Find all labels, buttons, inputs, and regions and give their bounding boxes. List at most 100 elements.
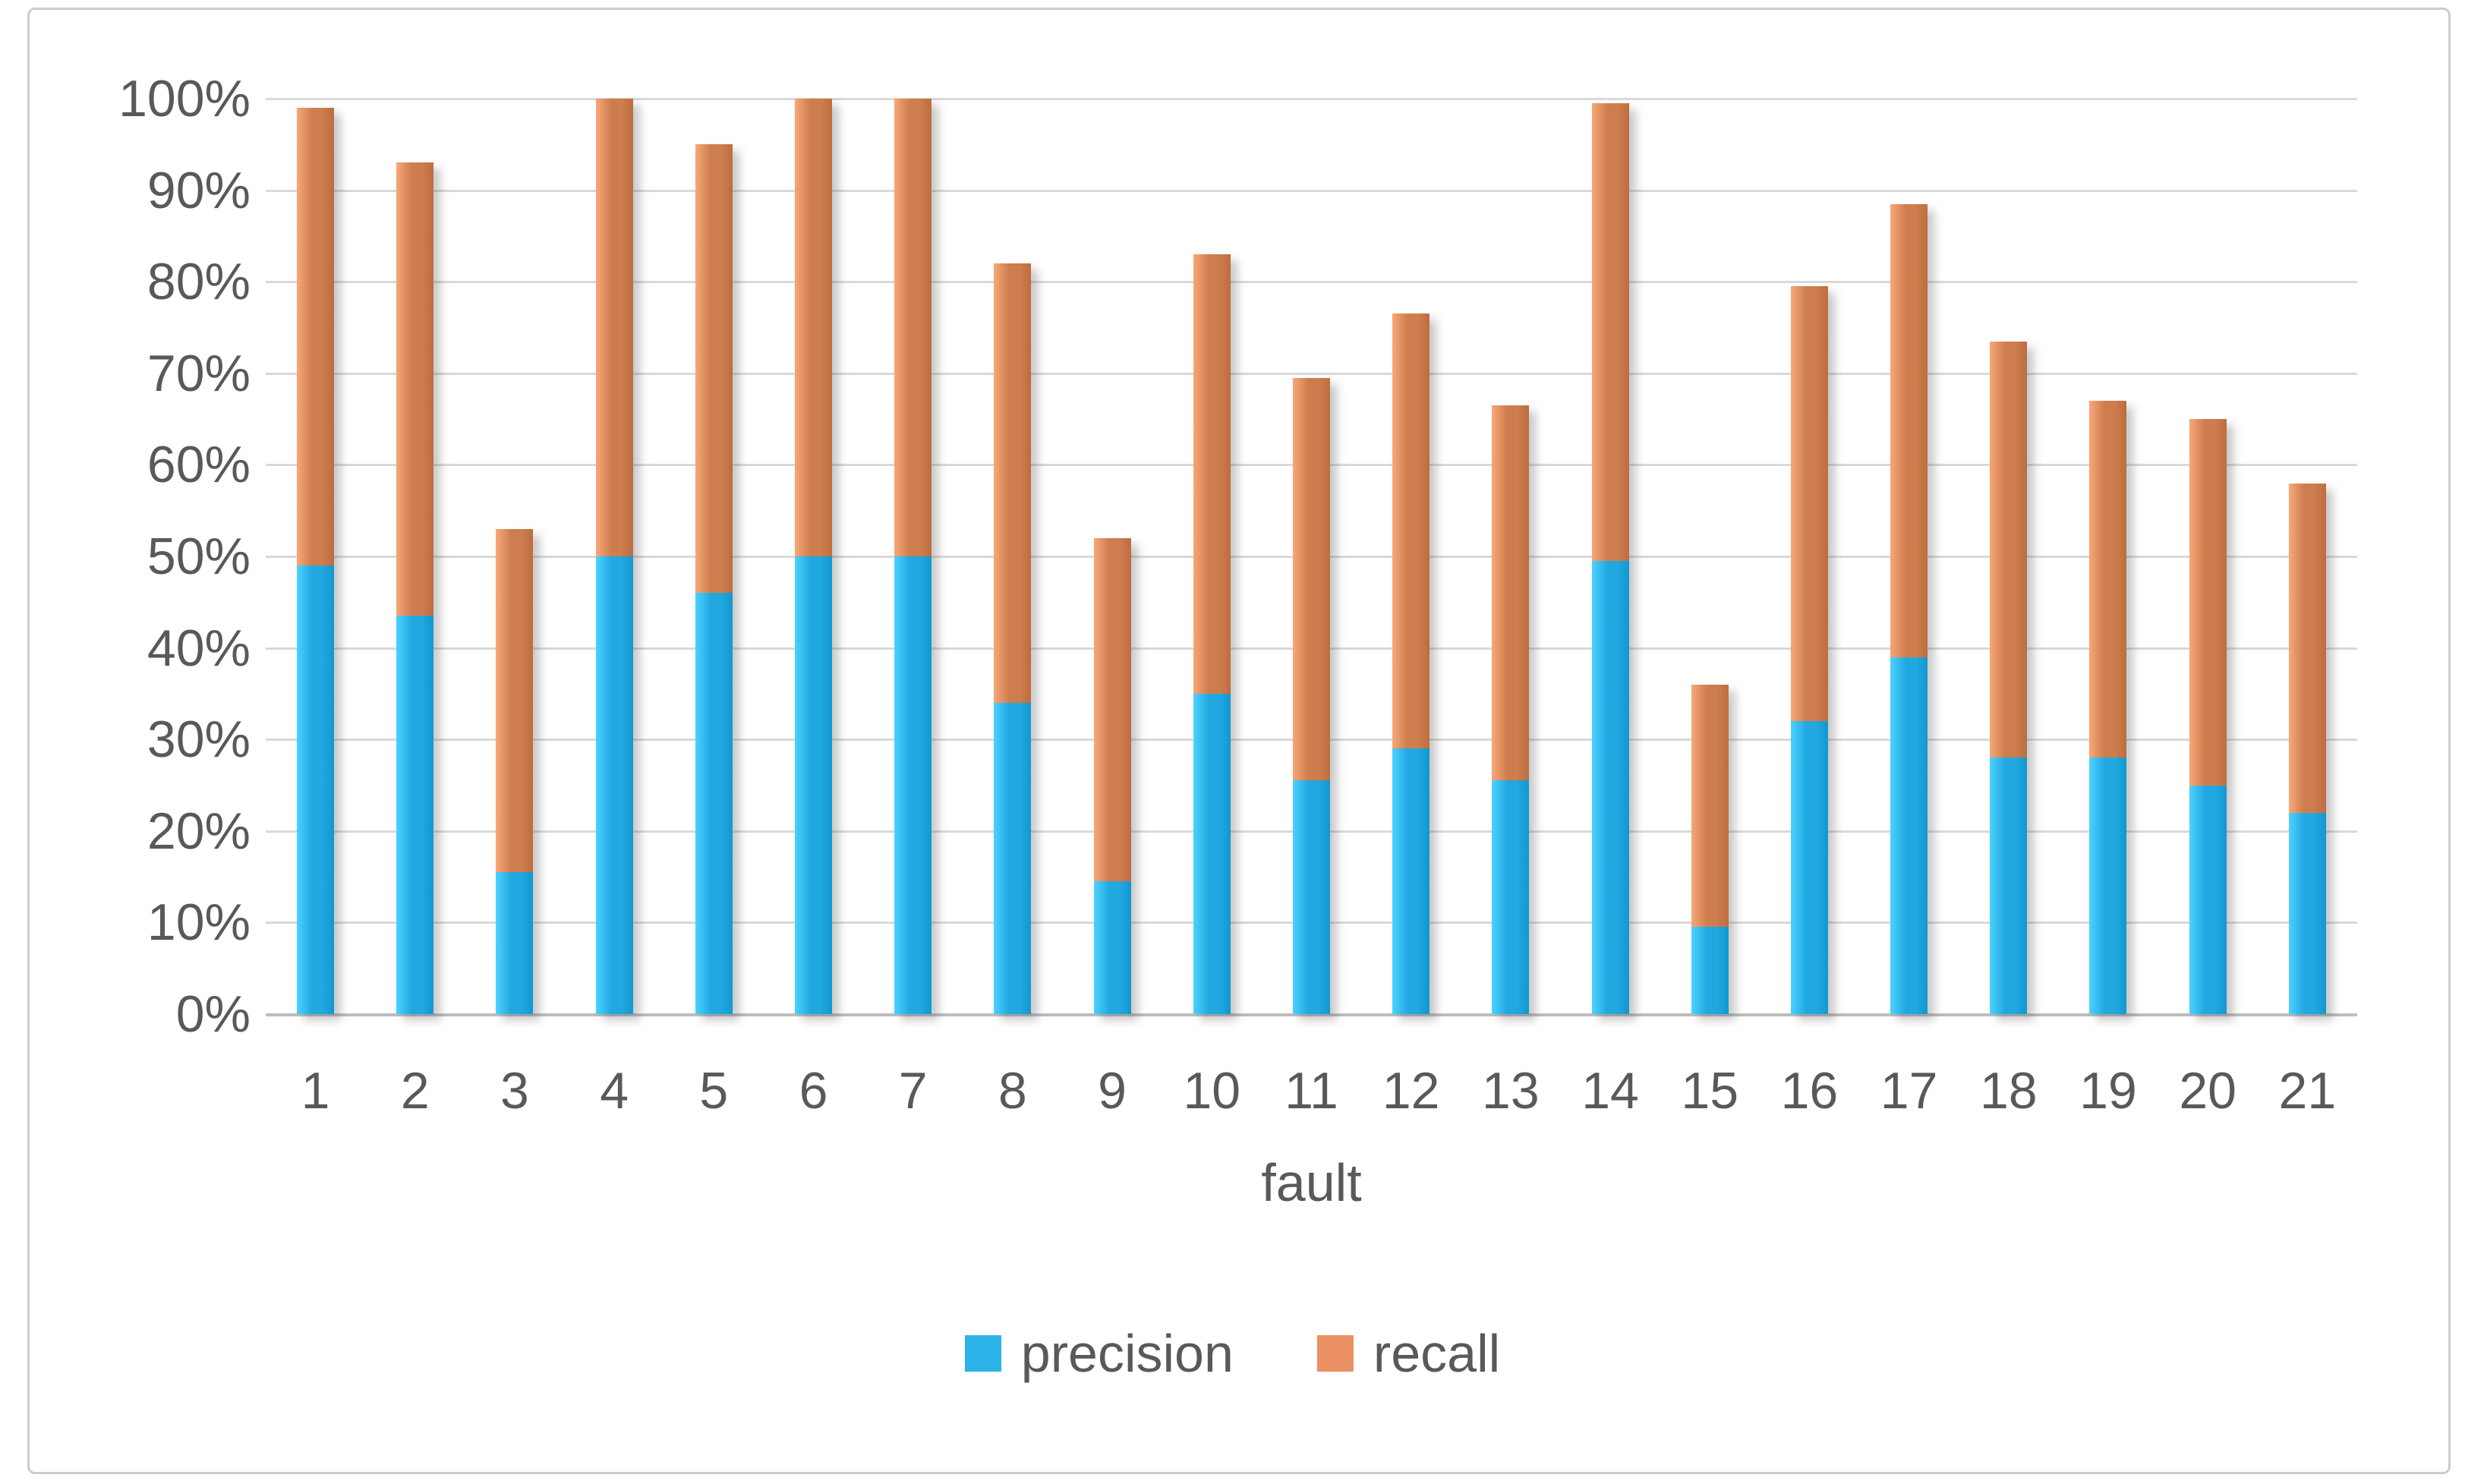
bar-slot-4 [565,99,664,1014]
bar-slot-6 [764,99,863,1014]
y-tick-label-40pct: 40% [147,619,251,677]
bar-slot-12 [1361,99,1461,1014]
stacked-bar-6 [795,99,833,1014]
bar-slot-16 [1760,99,1859,1014]
legend: precision recall [0,1327,2465,1380]
recall-segment-7 [894,99,932,556]
recall-segment-14 [1591,103,1629,562]
stacked-bar-8 [994,263,1032,1014]
x-tick-label-8: 8 [998,1062,1027,1120]
bar-slot-9 [1063,99,1162,1014]
precision-segment-18 [1990,758,2028,1014]
bar-slot-7 [863,99,963,1014]
x-axis-line [266,1013,2357,1016]
x-tick-label-15: 15 [1681,1062,1739,1120]
stacked-bar-13 [1492,405,1530,1014]
stacked-bar-18 [1990,341,2028,1014]
x-tick-label-17: 17 [1880,1062,1938,1120]
x-tick-label-13: 13 [1482,1062,1540,1120]
bar-slot-11 [1262,99,1361,1014]
precision-segment-7 [894,556,932,1014]
precision-segment-5 [695,593,733,1014]
stacked-bar-11 [1292,377,1330,1014]
bar-slot-20 [2158,99,2258,1014]
precision-segment-6 [795,556,833,1014]
recall-segment-19 [2089,401,2127,758]
recall-segment-5 [695,144,733,594]
stacked-bar-17 [1890,203,1928,1014]
bar-slot-18 [1959,99,2058,1014]
legend-item-precision: precision [964,1324,1234,1383]
precision-segment-8 [994,702,1032,1014]
bar-slot-3 [465,99,564,1014]
precision-segment-3 [496,872,534,1014]
x-tick-label-21: 21 [2278,1062,2337,1120]
y-tick-label-60pct: 60% [147,436,251,494]
recall-segment-21 [2288,483,2326,813]
legend-label-recall: recall [1373,1324,1501,1383]
precision-segment-11 [1292,780,1330,1014]
gridline-80 [266,281,2357,284]
stacked-bar-2 [396,162,434,1014]
bar-slot-10 [1162,99,1262,1014]
precision-segment-9 [1093,881,1131,1014]
stacked-bar-16 [1790,286,1828,1014]
precision-segment-2 [396,616,434,1014]
recall-segment-6 [795,99,833,556]
recall-swatch-icon [1316,1335,1354,1372]
y-tick-label-0pct: 0% [175,985,251,1043]
x-tick-label-9: 9 [1098,1062,1127,1120]
stacked-bar-21 [2288,483,2326,1014]
x-tick-label-12: 12 [1382,1062,1440,1120]
bar-slot-21 [2258,99,2357,1014]
bar-slot-17 [1859,99,1959,1014]
x-tick-label-11: 11 [1285,1062,1338,1120]
x-tick-label-4: 4 [600,1062,629,1120]
stacked-bar-5 [695,144,733,1014]
precision-segment-12 [1392,748,1430,1014]
bars-layer [266,99,2357,1014]
bar-slot-13 [1461,99,1560,1014]
y-tick-label-50pct: 50% [147,528,251,585]
recall-segment-2 [396,162,434,616]
stacked-bar-3 [496,528,534,1014]
precision-segment-21 [2288,812,2326,1014]
precision-segment-14 [1591,561,1629,1014]
stacked-bar-14 [1591,103,1629,1014]
recall-segment-17 [1890,203,1928,657]
x-tick-label-5: 5 [699,1062,729,1120]
x-tick-label-3: 3 [500,1062,529,1120]
bar-slot-2 [365,99,465,1014]
recall-segment-20 [2189,419,2227,786]
bar-slot-1 [266,99,365,1014]
x-tick-label-2: 2 [400,1062,430,1120]
x-tick-label-20: 20 [2179,1062,2236,1120]
stacked-bar-7 [894,99,932,1014]
recall-segment-9 [1093,537,1131,882]
stacked-bar-10 [1193,254,1231,1014]
legend-label-precision: precision [1020,1324,1234,1383]
precision-segment-19 [2089,758,2127,1014]
stacked-bar-19 [2089,401,2127,1014]
x-tick-label-7: 7 [898,1062,928,1120]
x-tick-label-1: 1 [301,1062,330,1120]
stacked-bar-15 [1691,684,1729,1014]
y-tick-label-20pct: 20% [147,802,251,860]
precision-swatch-icon [964,1335,1001,1372]
recall-segment-3 [496,528,534,873]
stacked-bar-20 [2189,419,2227,1014]
precision-segment-15 [1691,927,1729,1014]
y-tick-label-30pct: 30% [147,710,251,769]
y-tick-label-90pct: 90% [147,161,251,219]
stacked-bar-4 [595,99,633,1014]
precision-segment-17 [1890,657,1928,1014]
recall-segment-18 [1990,341,2028,758]
gridline-100 [266,98,2357,100]
recall-segment-4 [595,99,633,556]
bar-slot-19 [2058,99,2158,1014]
recall-segment-10 [1193,254,1231,694]
stacked-bar-1 [297,108,335,1014]
precision-segment-1 [297,566,335,1014]
bar-slot-5 [664,99,764,1014]
